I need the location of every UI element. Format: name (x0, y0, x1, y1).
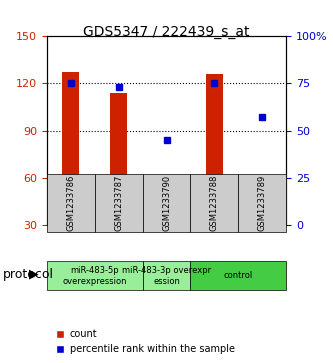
Text: ▶: ▶ (29, 268, 38, 281)
Text: miR-483-3p overexpr
ession: miR-483-3p overexpr ession (122, 266, 211, 286)
Legend: count, percentile rank within the sample: count, percentile rank within the sample (52, 326, 239, 358)
Text: protocol: protocol (3, 268, 54, 281)
Text: GSM1233788: GSM1233788 (210, 175, 219, 232)
FancyBboxPatch shape (95, 174, 143, 232)
FancyBboxPatch shape (143, 174, 190, 232)
FancyBboxPatch shape (190, 261, 286, 290)
FancyBboxPatch shape (190, 174, 238, 232)
Text: control: control (224, 272, 253, 280)
Text: GSM1233786: GSM1233786 (66, 175, 75, 232)
FancyBboxPatch shape (143, 261, 190, 290)
Text: GSM1233790: GSM1233790 (162, 175, 171, 231)
Text: GDS5347 / 222439_s_at: GDS5347 / 222439_s_at (83, 25, 250, 40)
FancyBboxPatch shape (238, 174, 286, 232)
Text: GSM1233787: GSM1233787 (114, 175, 123, 232)
FancyBboxPatch shape (47, 261, 143, 290)
Bar (110, 93, 127, 225)
Bar (62, 73, 79, 225)
Bar (206, 74, 223, 225)
Bar (254, 179, 271, 225)
Text: GSM1233789: GSM1233789 (258, 175, 267, 231)
Text: miR-483-5p
overexpression: miR-483-5p overexpression (62, 266, 127, 286)
FancyBboxPatch shape (47, 174, 95, 232)
